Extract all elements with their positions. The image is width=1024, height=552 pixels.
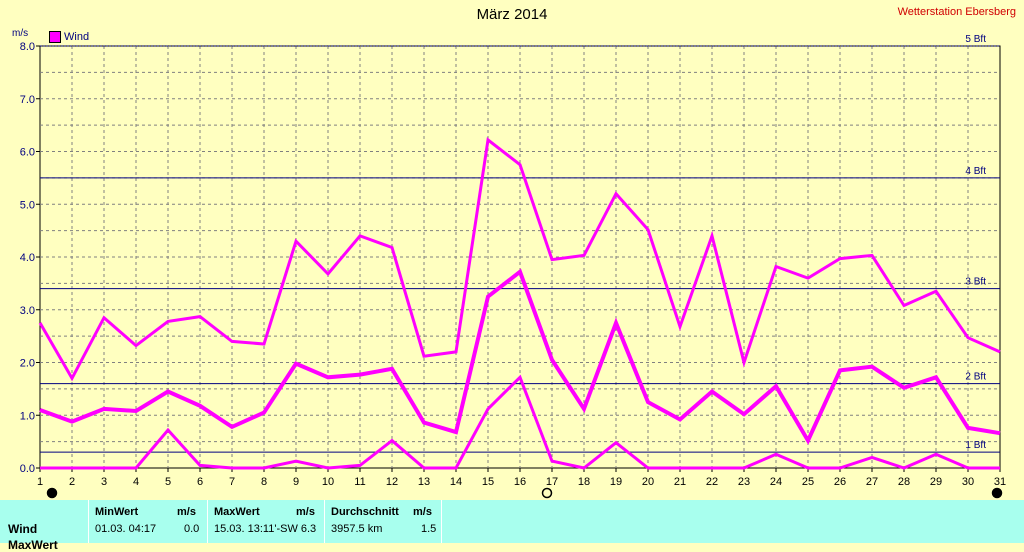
x-tick-label: 31 bbox=[994, 476, 1006, 488]
x-tick-label: 24 bbox=[770, 476, 782, 488]
y-tick-label: 8.0 bbox=[20, 41, 35, 53]
stats-row2-label: MaxWert bbox=[8, 538, 58, 552]
x-tick-label: 20 bbox=[642, 476, 654, 488]
x-tick-label: 15 bbox=[482, 476, 494, 488]
x-tick-label: 18 bbox=[578, 476, 590, 488]
avg-cell: Durchschnitt m/s 3957.5 km 1.5 bbox=[324, 500, 441, 543]
x-tick-label: 30 bbox=[962, 476, 974, 488]
x-tick-label: 21 bbox=[674, 476, 686, 488]
chart-title: März 2014 bbox=[0, 6, 1024, 23]
x-tick-label: 13 bbox=[418, 476, 430, 488]
min-value: 0.0 bbox=[184, 523, 199, 535]
x-tick-label: 14 bbox=[450, 476, 462, 488]
x-tick-label: 4 bbox=[133, 476, 139, 488]
x-tick-label: 10 bbox=[322, 476, 334, 488]
max-date: 15.03. 13:11'-SW 6.3 bbox=[214, 523, 316, 535]
avg-km: 3957.5 km bbox=[331, 523, 382, 535]
x-tick-label: 1 bbox=[37, 476, 43, 488]
max-header: MaxWert bbox=[214, 506, 260, 518]
max-unit: m/s bbox=[296, 506, 315, 518]
x-tick-label: 26 bbox=[834, 476, 846, 488]
x-tick-label: 5 bbox=[165, 476, 171, 488]
min-unit: m/s bbox=[177, 506, 196, 518]
x-tick-label: 29 bbox=[930, 476, 942, 488]
x-tick-label: 3 bbox=[101, 476, 107, 488]
legend-label: Wind bbox=[64, 31, 89, 43]
x-tick-label: 22 bbox=[706, 476, 718, 488]
min-header: MinWert bbox=[95, 506, 138, 518]
stats-row-label: Wind bbox=[8, 522, 37, 536]
legend-swatch bbox=[49, 31, 61, 43]
x-tick-label: 12 bbox=[386, 476, 398, 488]
avg-value: 1.5 bbox=[421, 523, 436, 535]
y-tick-label: 1.0 bbox=[20, 410, 35, 422]
min-date: 01.03. 04:17 bbox=[95, 523, 156, 535]
y-tick-label: 7.0 bbox=[20, 94, 35, 106]
y-tick-label: 3.0 bbox=[20, 305, 35, 317]
x-tick-label: 2 bbox=[69, 476, 75, 488]
beaufort-label: 1 Bft bbox=[965, 440, 986, 451]
y-tick-label: 0.0 bbox=[20, 463, 35, 475]
y-tick-label: 6.0 bbox=[20, 147, 35, 159]
beaufort-label: 4 Bft bbox=[965, 166, 986, 177]
new-moon-icon bbox=[993, 489, 1002, 498]
x-tick-label: 16 bbox=[514, 476, 526, 488]
x-tick-label: 6 bbox=[197, 476, 203, 488]
min-cell: MinWert m/s 01.03. 04:17 0.0 bbox=[88, 500, 207, 543]
y-tick-label: 5.0 bbox=[20, 199, 35, 211]
x-tick-label: 23 bbox=[738, 476, 750, 488]
x-tick-label: 8 bbox=[261, 476, 267, 488]
x-tick-label: 25 bbox=[802, 476, 814, 488]
x-tick-label: 19 bbox=[610, 476, 622, 488]
x-tick-label: 9 bbox=[293, 476, 299, 488]
x-tick-label: 27 bbox=[866, 476, 878, 488]
new-moon-icon bbox=[48, 489, 57, 498]
x-tick-label: 17 bbox=[546, 476, 558, 488]
x-tick-label: 28 bbox=[898, 476, 910, 488]
x-tick-label: 7 bbox=[229, 476, 235, 488]
beaufort-label: 5 Bft bbox=[965, 34, 986, 45]
stats-panel: Wind MaxWert MinWert m/s 01.03. 04:17 0.… bbox=[0, 500, 1024, 543]
y-tick-label: 4.0 bbox=[20, 252, 35, 264]
beaufort-label: 3 Bft bbox=[965, 277, 986, 288]
full-moon-icon bbox=[543, 489, 552, 498]
station-name: Wetterstation Ebersberg bbox=[898, 6, 1016, 18]
panel-divider bbox=[441, 500, 442, 543]
beaufort-label: 2 Bft bbox=[965, 372, 986, 383]
y-tick-label: 2.0 bbox=[20, 358, 35, 370]
avg-header: Durchschnitt bbox=[331, 506, 399, 518]
x-tick-label: 11 bbox=[354, 476, 365, 488]
legend: Wind bbox=[49, 31, 89, 43]
avg-unit: m/s bbox=[413, 506, 432, 518]
y-axis-unit: m/s bbox=[12, 28, 28, 39]
max-cell: MaxWert m/s 15.03. 13:11'-SW 6.3 bbox=[207, 500, 324, 543]
